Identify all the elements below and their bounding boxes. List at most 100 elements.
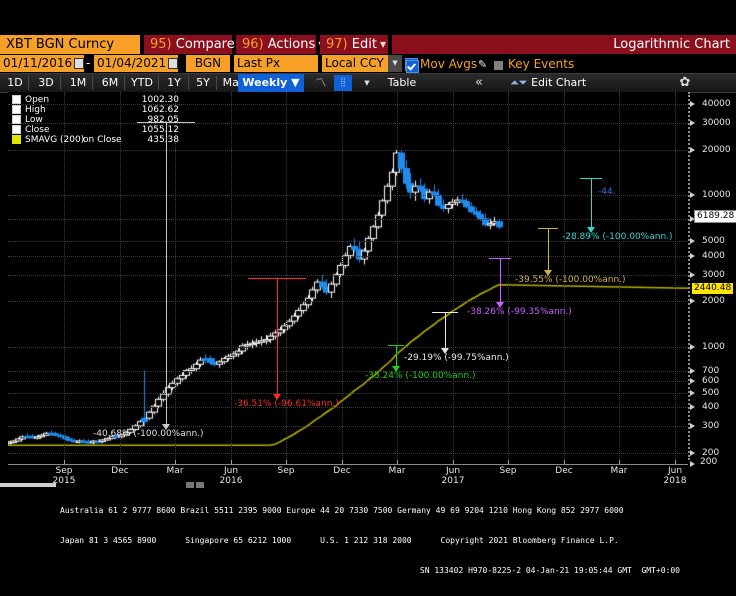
- period-tab-1y[interactable]: 1Y: [167, 76, 181, 89]
- chart-type-dropdown-arrow[interactable]: ▼: [364, 79, 370, 87]
- drawdown-bracket-0: [137, 122, 195, 430]
- period-tab-6m[interactable]: 6M: [101, 76, 119, 89]
- header-button-compare[interactable]: 95) Compare: [144, 35, 235, 54]
- legend-label: Close: [25, 125, 50, 135]
- gridline-h: [8, 392, 688, 394]
- price-axis-label: 30000: [702, 117, 731, 128]
- period-tab-1d[interactable]: 1D: [7, 76, 23, 89]
- date-to-field[interactable]: 01/04/2021: [94, 55, 179, 72]
- x-axis-month-label: Mar: [610, 466, 628, 476]
- x-axis-month-label: Jun: [223, 466, 239, 476]
- edit-chart-button[interactable]: ⏶⏷ Edit Chart: [510, 76, 587, 89]
- legend-row-open: Open 1002.30: [12, 95, 179, 105]
- table-button[interactable]: Table: [387, 76, 417, 89]
- key-events-label[interactable]: Key Events: [508, 57, 575, 71]
- legend-swatch: [12, 115, 21, 124]
- x-axis-year-label: 2015: [52, 476, 76, 486]
- price-axis-label: 200: [702, 448, 720, 459]
- interval-label: Weekly: [242, 76, 288, 89]
- date-axis: Sep 2015 Dec Mar Jun 2016 Sep Dec Mar Jun 2017 Sep D…: [8, 458, 736, 486]
- x-axis-month-label: Dec: [333, 466, 351, 476]
- legend-swatch: [12, 105, 21, 114]
- legend-label: Low: [25, 115, 43, 125]
- currency-field[interactable]: Local CCY: [322, 55, 388, 72]
- price-axis-label: 700: [702, 365, 720, 376]
- ohlc-legend: Open 1002.30 High 1062.62 Low 982.05 Close 1055…: [12, 95, 179, 145]
- x-axis-month-label: Sep: [55, 466, 73, 476]
- smavg-price-label: 2440.48: [692, 283, 734, 294]
- price-axis-label: 10000: [702, 190, 731, 201]
- edit-chart-label: Edit Chart: [531, 76, 587, 89]
- drawdown-bracket-1: [248, 278, 306, 400]
- period-tab-5y[interactable]: 5Y: [196, 76, 210, 89]
- key-events-checkbox[interactable]: [494, 61, 503, 70]
- axis-tick: [690, 344, 695, 351]
- drawdown-bracket-4: [489, 258, 511, 308]
- legend-swatch: [12, 135, 21, 144]
- gear-icon[interactable]: ✿: [679, 75, 691, 90]
- pencil-icon[interactable]: ✎: [478, 58, 488, 71]
- date-from-field[interactable]: 01/11/2016: [0, 55, 85, 72]
- gridline-v: [64, 92, 65, 460]
- period-tab-1m[interactable]: 1M: [69, 76, 87, 89]
- x-tick: [175, 460, 176, 464]
- legend-label: Open: [25, 95, 50, 105]
- price-axis-label: 400: [702, 402, 720, 413]
- axis-tick: [690, 367, 695, 374]
- gridline-v: [342, 92, 343, 460]
- security-field[interactable]: XBT BGN Curncy: [0, 35, 140, 54]
- price-axis-label: 500: [702, 387, 720, 398]
- x-tick: [619, 460, 620, 464]
- calendar-icon-2[interactable]: [168, 58, 179, 69]
- price-type-field[interactable]: Last Px: [234, 55, 318, 72]
- period-tab-ytd[interactable]: YTD: [131, 76, 153, 89]
- x-tick: [342, 460, 343, 464]
- axis-tick: [690, 215, 695, 222]
- drawdown-bracket-3: [432, 312, 458, 354]
- chart-mode-bar: Logarithmic Chart: [392, 35, 736, 54]
- mov-avgs-checkbox[interactable]: [406, 60, 419, 73]
- interval-dropdown[interactable]: Weekly ▼: [238, 74, 304, 92]
- legend-value: 982.05: [147, 115, 180, 125]
- legend-value: 435.38: [147, 135, 180, 145]
- gridline-v: [120, 92, 121, 460]
- mov-avgs-label[interactable]: Mov Avgs: [420, 57, 478, 71]
- price-axis-label: 600: [702, 375, 720, 386]
- header-button-actions[interactable]: 96) Actions▼: [236, 35, 324, 54]
- candlestick-chart-icon[interactable]: ⦙⦙: [334, 75, 352, 91]
- calendar-icon[interactable]: [74, 58, 85, 69]
- x-axis-month-label: Dec: [555, 466, 573, 476]
- gridline-h: [8, 274, 688, 276]
- gridline-h: [8, 301, 688, 303]
- x-axis-year-label: 2016: [219, 476, 243, 486]
- axis-tick: [690, 404, 695, 411]
- chart-plot-area[interactable]: -40.68% (-100.00%ann.) -36.51% (-96.61%an…: [8, 92, 688, 460]
- collapse-icon[interactable]: «: [475, 75, 483, 90]
- currency-dropdown-arrow[interactable]: ▼: [388, 55, 402, 72]
- gridline-v: [231, 92, 232, 460]
- drawdown-annotation-2: -35.24% (-100.00%ann.): [365, 371, 476, 381]
- legend-extra: on Close: [83, 135, 122, 145]
- date-from-value: 01/11/2016: [3, 56, 73, 70]
- x-axis-month-label: Sep: [277, 466, 295, 476]
- header-button-edit[interactable]: 97) Edit ▼: [320, 35, 388, 54]
- drawdown-bracket-2: [388, 345, 404, 372]
- line-chart-icon[interactable]: 〽: [315, 76, 327, 89]
- period-toolbar: 1D 3D 1M 6M YTD 1Y 5Y Max Weekly ▼ 〽 ⦙⦙ ▼ Table…: [0, 73, 736, 93]
- axis-tick: [690, 450, 695, 457]
- legend-row-smavg: SMAVG (200)on Close 435.38: [12, 135, 179, 145]
- axis-tick: [690, 389, 695, 396]
- axis-tick: [690, 271, 695, 278]
- gridline-v: [619, 92, 620, 460]
- footer-line-2: Japan 81 3 4565 8900 Singapore 65 6212 1…: [60, 536, 619, 545]
- period-tab-3d[interactable]: 3D: [38, 76, 54, 89]
- axis-tick: [690, 423, 695, 430]
- axis-tick: [690, 377, 695, 384]
- axis-tick: [690, 252, 695, 259]
- x-tick: [675, 460, 676, 464]
- legend-label: High: [25, 105, 46, 115]
- footer-contacts: Australia 61 2 9777 8600 Brazil 5511 239…: [60, 486, 680, 596]
- drawdown-bracket-6: [580, 178, 602, 233]
- source-field[interactable]: BGN: [186, 55, 230, 72]
- axis-tick: [690, 119, 695, 126]
